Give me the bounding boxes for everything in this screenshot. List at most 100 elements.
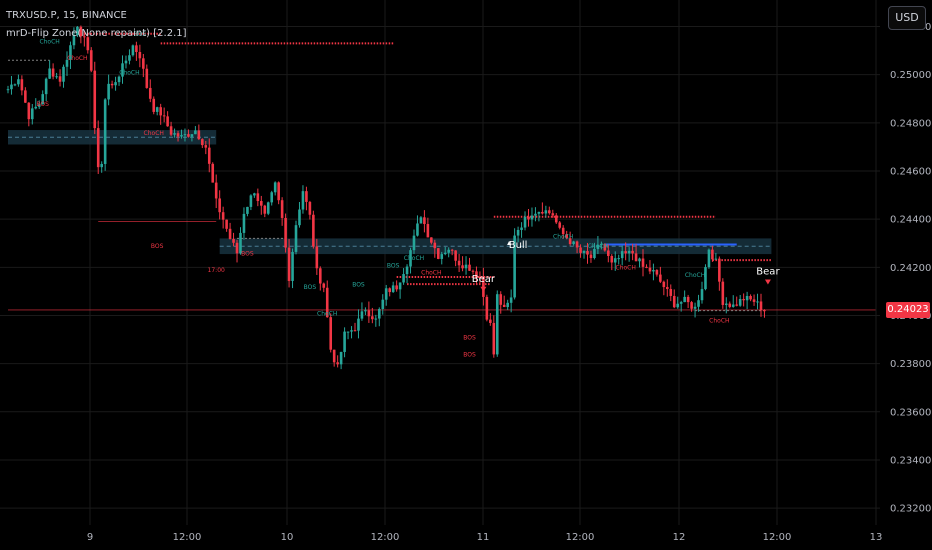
price-axis[interactable]: 0.252000.250000.248000.246000.244000.242… — [890, 22, 931, 515]
candle-body — [468, 264, 471, 271]
candle-body — [478, 277, 482, 279]
candle-body — [218, 198, 221, 213]
candle-body — [110, 83, 114, 86]
candle-body — [291, 251, 294, 281]
candle-body — [270, 192, 274, 203]
candle-body — [13, 84, 17, 86]
candle-body — [69, 45, 72, 60]
candle-body — [721, 281, 725, 305]
candle-body — [586, 251, 589, 255]
candle-body — [201, 139, 204, 146]
candle-body — [260, 201, 263, 206]
structure-marker: ChoCH — [709, 318, 729, 325]
candle-body — [249, 195, 253, 207]
time-axis[interactable]: 9 12:00 10 12:00 11 12:00 12 12:00 13 — [87, 532, 883, 543]
candle-body — [676, 303, 680, 308]
y-tick-label: 0.23600 — [890, 407, 931, 418]
candle-body — [37, 104, 41, 107]
candle-body — [548, 210, 551, 214]
candle-body — [544, 210, 548, 214]
candle-body — [135, 45, 138, 53]
flip-zones — [8, 130, 772, 255]
signal-label: Bear — [472, 274, 496, 285]
candle-body — [607, 250, 610, 256]
candle-body — [679, 302, 683, 304]
currency-button[interactable]: USD — [888, 6, 926, 30]
candle-body — [669, 288, 673, 296]
candle-body — [277, 182, 280, 201]
candle-body — [718, 258, 721, 282]
candle-body — [197, 130, 201, 140]
candle-body — [683, 296, 686, 303]
candle-body — [79, 26, 83, 37]
candle-body — [624, 251, 627, 254]
candle-body — [325, 287, 329, 318]
candle-body — [513, 235, 516, 298]
candle-body — [242, 213, 246, 233]
candle-body — [620, 251, 624, 259]
bear-arrow-icon — [480, 286, 487, 292]
structure-marker: ChoCH — [421, 270, 441, 277]
candle-body — [93, 70, 97, 129]
candle-body — [83, 36, 86, 38]
candle-body — [207, 147, 211, 164]
candle-series — [6, 25, 766, 370]
candle-body — [34, 106, 38, 109]
candle-body — [162, 115, 166, 117]
structure-marker: BOS — [134, 31, 147, 38]
candle-body — [409, 250, 412, 267]
candle-body — [520, 227, 523, 230]
candle-body — [256, 193, 260, 202]
candle-body — [704, 267, 707, 290]
candle-body — [659, 274, 662, 282]
candle-body — [169, 126, 173, 135]
candle-body — [239, 232, 242, 254]
candle-body — [600, 243, 603, 245]
candle-body — [690, 302, 693, 309]
structure-marker: BOS — [36, 101, 49, 108]
y-tick-label: 0.24400 — [890, 215, 931, 226]
candle-body — [454, 250, 457, 261]
chart-grid — [0, 0, 880, 525]
candle-body — [374, 318, 378, 320]
candle-body — [280, 200, 284, 218]
candle-body — [228, 228, 232, 239]
candle-body — [471, 270, 475, 272]
candle-body — [232, 238, 235, 243]
structure-marker: ChoCH — [317, 310, 337, 317]
candle-body — [402, 274, 405, 283]
candle-body — [603, 243, 607, 251]
candle-body — [76, 26, 79, 36]
candle-body — [298, 209, 301, 226]
candle-body — [700, 289, 704, 301]
candle-body — [253, 193, 256, 196]
signal-label: Bear — [756, 267, 780, 278]
candle-body — [697, 300, 700, 307]
candle-body — [509, 297, 513, 303]
y-tick-label: 0.23800 — [890, 359, 931, 370]
candle-body — [419, 217, 423, 224]
candle-body — [572, 241, 575, 245]
candle-body — [495, 294, 499, 355]
indicator-title[interactable]: mrD-Flip Zone(None repaint) [2.2.1] — [6, 28, 187, 39]
candle-body — [551, 213, 555, 216]
candle-body — [648, 267, 652, 272]
candle-body — [10, 84, 13, 90]
candle-body — [121, 63, 124, 77]
candle-body — [405, 266, 409, 275]
candle-body — [364, 310, 367, 312]
candle-body — [631, 250, 634, 254]
candle-body — [707, 249, 711, 268]
candle-body — [138, 52, 142, 59]
candle-body — [527, 216, 530, 220]
y-tick-label: 0.23400 — [890, 455, 931, 466]
candle-body — [173, 133, 176, 135]
bear-arrow-icon — [764, 279, 771, 285]
candle-body — [641, 258, 645, 267]
x-tick-label: 12 — [673, 532, 686, 543]
structure-marker: ChoCH — [144, 130, 164, 137]
structure-marker: ChoCH — [553, 233, 573, 240]
current-price-label: 0.24023 — [886, 301, 930, 318]
candle-body — [305, 191, 308, 202]
